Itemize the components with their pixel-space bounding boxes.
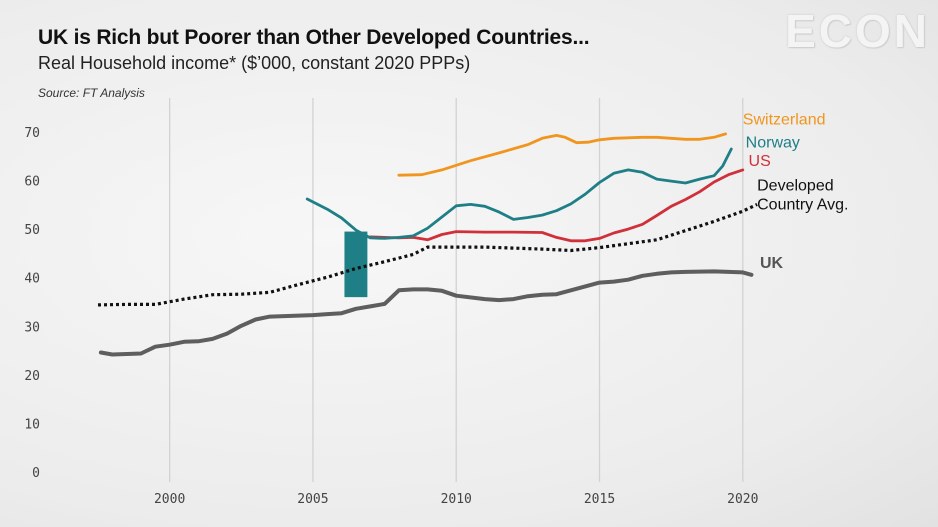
series-label: Norway xyxy=(746,135,800,152)
y-tick-label: 30 xyxy=(24,320,40,335)
series-lines xyxy=(97,132,758,357)
series-line-uk xyxy=(98,269,754,357)
y-tick-label: 0 xyxy=(32,466,40,481)
series-line-norway xyxy=(305,147,733,240)
series-label-line: Norway xyxy=(746,135,800,152)
y-tick-label: 10 xyxy=(24,417,40,432)
series-label-line: US xyxy=(749,153,771,170)
series-label-line: Developed xyxy=(757,177,834,194)
source-note: Source: FT Analysis xyxy=(38,86,145,100)
series-label: Developed Country Avg. xyxy=(757,177,848,213)
y-tick-label: 20 xyxy=(24,369,40,384)
series-line-switzerland xyxy=(397,132,727,177)
series-label-line: Country Avg. xyxy=(757,196,848,213)
x-tick-label: 2015 xyxy=(584,492,615,507)
x-tick-label: 2020 xyxy=(727,492,758,507)
y-tick-label: 70 xyxy=(24,126,40,141)
series-line-developed-country-avg xyxy=(97,202,758,307)
series-label: Switzerland xyxy=(743,112,826,129)
grid-lines xyxy=(168,98,744,482)
series-label: UK xyxy=(760,255,784,272)
y-tick-label: 40 xyxy=(24,272,40,287)
series-line-us xyxy=(368,168,745,243)
y-tick-label: 60 xyxy=(24,175,40,190)
series-label-line: Switzerland xyxy=(743,112,826,129)
x-tick-label: 2005 xyxy=(297,492,328,507)
x-tick-label: 2010 xyxy=(441,492,472,507)
highlight-layer xyxy=(344,231,368,298)
y-tick-label: 50 xyxy=(24,223,40,238)
highlight-bar xyxy=(344,231,368,298)
y-axis-ticks: 0 10 20 30 40 50 60 70 xyxy=(24,126,40,481)
econ-logo: ECON xyxy=(785,5,930,57)
x-axis-ticks: 2000 2005 2010 2015 2020 xyxy=(154,492,758,507)
series-label-line: UK xyxy=(760,255,784,272)
series-label: US xyxy=(749,153,771,170)
x-tick-label: 2000 xyxy=(154,492,185,507)
chart-subtitle: Real Household income* ($’000, constant … xyxy=(38,53,471,73)
chart-title: UK is Rich but Poorer than Other Develop… xyxy=(38,26,590,49)
